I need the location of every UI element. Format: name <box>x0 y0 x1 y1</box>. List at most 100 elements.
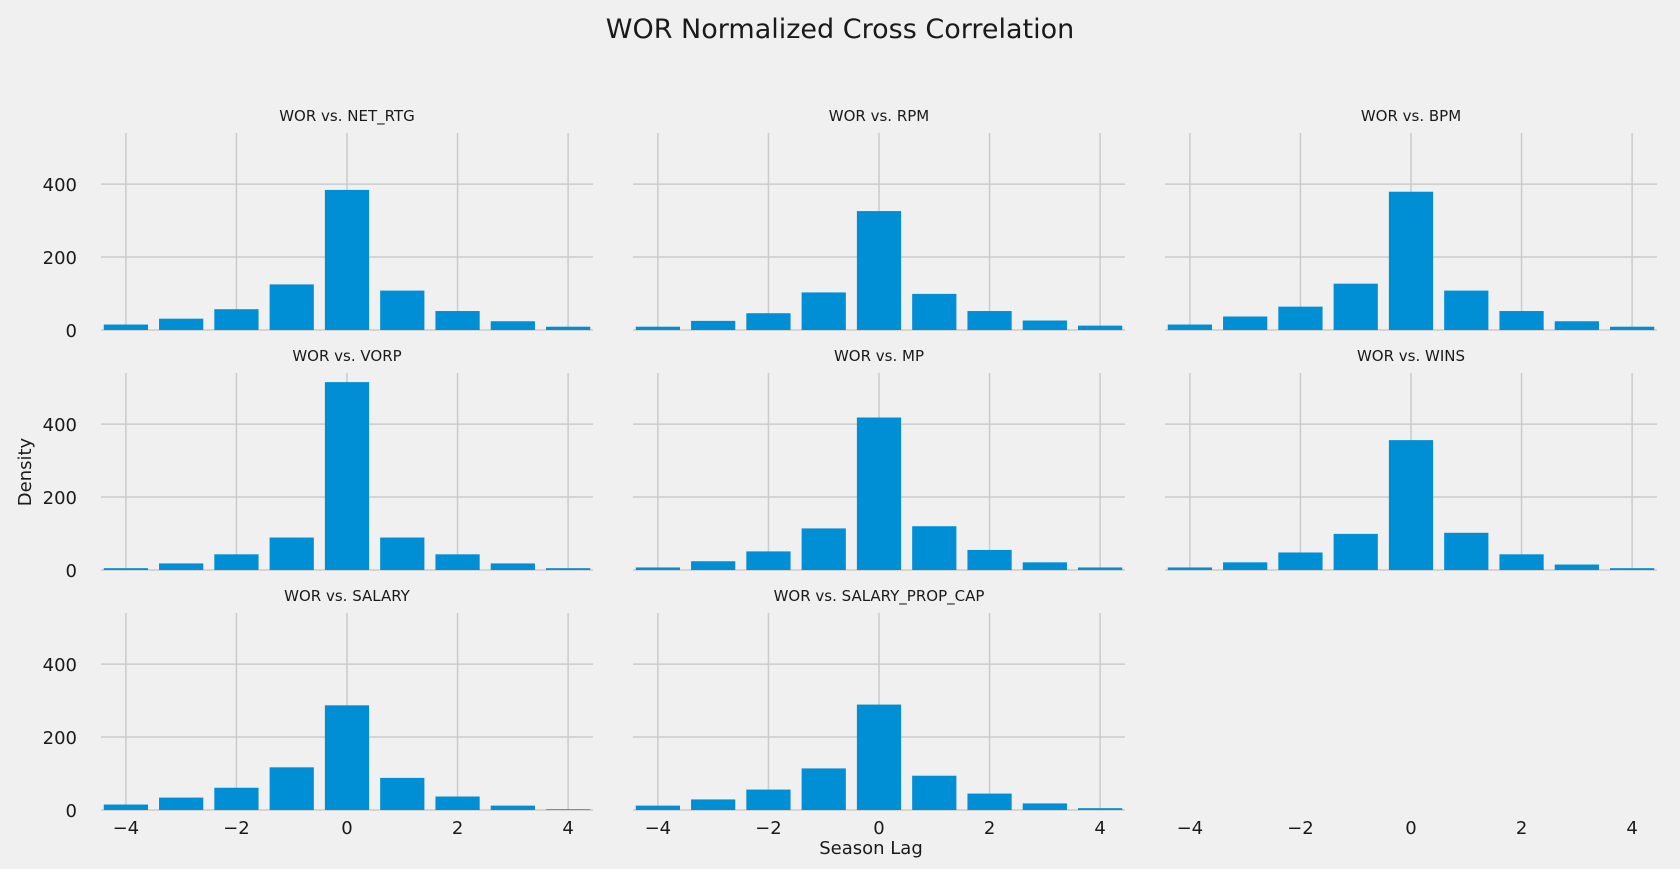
bar <box>546 568 591 570</box>
bar <box>103 804 148 810</box>
bar <box>214 309 259 330</box>
y-tick-label: 200 <box>43 248 77 269</box>
bar <box>1078 567 1123 570</box>
bar <box>1388 191 1434 330</box>
bar <box>435 554 480 570</box>
subplot-panel: WOR vs. WINS <box>1165 347 1657 571</box>
bar <box>746 789 791 810</box>
bar <box>214 554 259 570</box>
subplot-panel: −4 −2 0 2 4 0 200 400 WOR vs. SALARY <box>43 587 593 839</box>
bar <box>1554 321 1599 330</box>
x-tick-label: −4 <box>113 818 140 839</box>
bar <box>1022 803 1067 810</box>
x-tick-label: 2 <box>984 818 995 839</box>
subplot-panel: WOR vs. BPM <box>1165 107 1657 331</box>
bar <box>1278 306 1323 330</box>
bar <box>1278 552 1323 570</box>
x-tick-label: 4 <box>1626 818 1637 839</box>
bar <box>856 417 902 570</box>
bar <box>801 292 846 330</box>
subplot-title: WOR vs. RPM <box>829 107 929 125</box>
bar <box>1223 316 1268 330</box>
bar <box>1499 554 1544 570</box>
subplot-panel: 0 200 400 WOR vs. VORP <box>43 347 593 582</box>
bar <box>967 311 1012 330</box>
x-axis-label: Season Lag <box>819 838 923 859</box>
x-tick-label: 0 <box>341 818 352 839</box>
x-tick-label: −2 <box>223 818 250 839</box>
bar <box>380 537 425 570</box>
bar <box>269 767 314 810</box>
bar <box>912 526 957 570</box>
bar <box>1499 311 1544 330</box>
bar <box>1167 567 1212 570</box>
bar <box>635 805 680 810</box>
bar <box>103 324 148 330</box>
subplot-title: WOR vs. BPM <box>1361 107 1461 125</box>
subplot-panel: 0 200 400 WOR vs. NET_RTG <box>43 107 593 342</box>
subplot-title: WOR vs. SALARY <box>284 587 411 605</box>
y-tick-label: 200 <box>43 728 77 749</box>
bar <box>324 189 370 330</box>
bar <box>635 567 680 570</box>
bar <box>324 382 370 570</box>
y-tick-label: 0 <box>66 561 77 582</box>
bar <box>1444 532 1489 570</box>
bar <box>1554 564 1599 570</box>
bar <box>691 320 736 330</box>
bar <box>269 537 314 570</box>
bar <box>1610 326 1655 330</box>
bar <box>691 799 736 810</box>
bar <box>546 809 591 810</box>
bar <box>1223 562 1268 570</box>
y-tick-label: 400 <box>43 175 77 196</box>
bar <box>856 704 902 810</box>
y-tick-label: 400 <box>43 655 77 676</box>
subplot-panel: WOR vs. RPM <box>633 107 1125 331</box>
y-tick-label: 400 <box>43 415 77 436</box>
x-tick-label: 4 <box>1094 818 1105 839</box>
x-tick-label: 2 <box>1516 818 1527 839</box>
bar <box>490 563 535 570</box>
subplot-title: WOR vs. VORP <box>292 347 401 365</box>
subplot-title: WOR vs. NET_RTG <box>279 107 415 126</box>
x-tick-label: 0 <box>1405 818 1416 839</box>
bar <box>912 293 957 330</box>
x-tick-label: −4 <box>645 818 672 839</box>
x-tick-label: 4 <box>562 818 573 839</box>
subplot-title: WOR vs. WINS <box>1357 347 1465 365</box>
bar <box>967 793 1012 810</box>
bar <box>691 561 736 570</box>
x-tick-label: −2 <box>1287 818 1314 839</box>
subplot-panel: −4 −2 0 2 4 WOR vs. SALARY_PROP_CAP <box>633 587 1125 839</box>
x-tick-label: 2 <box>452 818 463 839</box>
bar <box>1078 325 1123 330</box>
bar <box>1078 808 1123 810</box>
bar <box>1444 290 1489 330</box>
bar <box>967 549 1012 570</box>
bar <box>435 311 480 330</box>
bar <box>801 528 846 570</box>
x-tick-label: 0 <box>873 818 884 839</box>
bar <box>1388 440 1434 570</box>
bar <box>746 313 791 330</box>
bar <box>159 318 204 330</box>
y-tick-label: 200 <box>43 488 77 509</box>
bar <box>380 290 425 330</box>
bar <box>801 768 846 810</box>
subplot-panel: WOR vs. MP <box>633 347 1125 571</box>
empty-subplot-panel: −4 −2 0 2 4 <box>1177 818 1638 839</box>
bar <box>635 326 680 330</box>
bar <box>490 321 535 330</box>
bar <box>1333 283 1378 330</box>
x-tick-label: −2 <box>755 818 782 839</box>
figure-title: WOR Normalized Cross Correlation <box>606 14 1074 45</box>
bar <box>159 563 204 570</box>
y-tick-label: 0 <box>66 321 77 342</box>
subplot-title: WOR vs. SALARY_PROP_CAP <box>774 587 985 606</box>
y-axis-label: Density <box>15 437 36 506</box>
bar <box>435 796 480 810</box>
bar <box>746 551 791 570</box>
